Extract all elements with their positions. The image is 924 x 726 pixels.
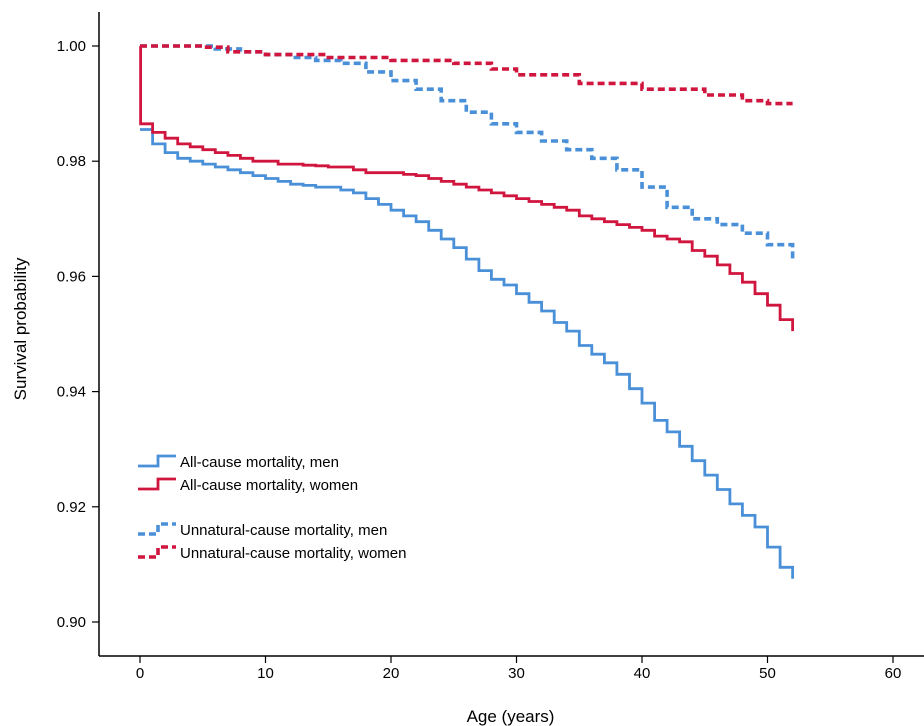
legend-swatch-3 — [138, 522, 176, 536]
x-tick-label: 60 — [885, 665, 902, 682]
series-line-2 — [139, 44, 794, 332]
legend-label-2: All-cause mortality, women — [180, 477, 358, 494]
y-tick-label: 0.96 — [57, 268, 86, 285]
y-tick-label: 0.90 — [57, 614, 86, 631]
x-tick-label: 30 — [508, 665, 525, 682]
legend-label-1: All-cause mortality, men — [180, 454, 339, 471]
legend-label-3: Unnatural-cause mortality, men — [180, 522, 387, 539]
legend-label-4: Unnatural-cause mortality, women — [180, 545, 406, 562]
y-axis-title: Survival probability — [11, 257, 30, 400]
legend: All-cause mortality, men All-cause mortal… — [138, 454, 406, 562]
series-line-1 — [140, 128, 794, 579]
x-tick-label: 40 — [634, 665, 651, 682]
legend-swatch-2 — [138, 477, 176, 491]
x-tick-label: 50 — [759, 665, 776, 682]
axes — [98, 12, 924, 657]
series-line-4 — [140, 44, 793, 106]
y-tick-label: 0.92 — [57, 499, 86, 516]
y-tick-label: 1.00 — [57, 38, 86, 55]
legend-swatch-1 — [138, 454, 176, 468]
series — [139, 44, 795, 579]
y-tick-label: 0.94 — [57, 384, 86, 401]
x-tick-label: 10 — [257, 665, 274, 682]
x-axis-title: Age (years) — [467, 707, 555, 726]
ticks: 0.90 0.92 0.94 0.96 0.98 1.00 0 10 20 30 40 50 60 — [57, 38, 902, 682]
x-tick-label: 20 — [383, 665, 400, 682]
y-tick-label: 0.98 — [57, 153, 86, 170]
legend-swatch-4 — [138, 545, 176, 559]
x-tick-label: 0 — [136, 665, 144, 682]
